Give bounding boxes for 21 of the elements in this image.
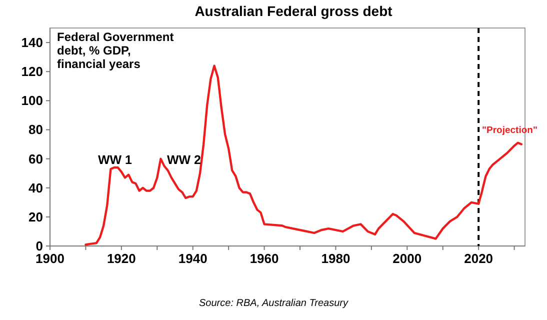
x-tick-label: 2000	[392, 251, 422, 266]
y-tick-label: 0	[36, 238, 43, 254]
chart-title: Australian Federal gross debt	[194, 3, 393, 19]
x-tick-label: 1920	[106, 251, 136, 266]
y-tick-label: 120	[21, 64, 43, 80]
annotation: "Projection"	[482, 125, 538, 136]
x-tick-label: 2020	[464, 251, 494, 266]
annotation: WW 1	[98, 153, 132, 167]
y-tick-label: 60	[28, 151, 43, 166]
x-tick-label: 1980	[321, 251, 350, 266]
annotation: WW 2	[166, 153, 202, 167]
x-tick-label: 1960	[250, 251, 279, 266]
x-tick-label: 1940	[178, 251, 208, 266]
y-tick-label: 40	[28, 180, 43, 196]
y-tick-label: 20	[28, 209, 43, 224]
y-tick-label: 80	[28, 122, 43, 138]
y-tick-label: 100	[21, 93, 43, 108]
source-note: Source: RBA, Australian Treasury	[199, 298, 349, 309]
annotation: Federal Government debt, % GDP, financial years	[57, 30, 174, 71]
y-tick-label: 140	[21, 35, 43, 50]
x-tick-label: 1900	[36, 251, 64, 266]
